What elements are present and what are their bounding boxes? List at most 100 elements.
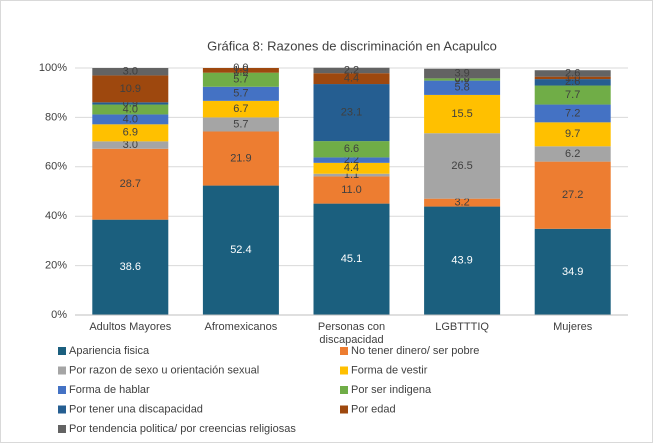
legend-swatch xyxy=(340,347,348,355)
bar-segment xyxy=(424,94,501,134)
data-label: 7.2 xyxy=(565,107,580,119)
bar-segment xyxy=(313,141,390,158)
bar-segment xyxy=(534,146,611,162)
data-label: 4.0 xyxy=(123,103,138,115)
data-label: 3.2 xyxy=(454,197,469,209)
bar-segment xyxy=(424,78,501,81)
bar-segment xyxy=(313,203,390,315)
data-label: 52.4 xyxy=(230,244,251,256)
bar-segment xyxy=(92,104,169,115)
data-label: 43.9 xyxy=(451,255,472,267)
data-label: 2.6 xyxy=(565,67,580,79)
x-tick-label: Afromexicanos xyxy=(204,321,278,333)
data-label: 45.1 xyxy=(341,253,362,265)
x-tick-label: Personas con discapacidad xyxy=(317,321,386,346)
bar-segment xyxy=(202,100,279,118)
data-label: 2.6 xyxy=(565,76,580,88)
bar-segment xyxy=(202,68,279,73)
data-label: 21.9 xyxy=(230,152,251,164)
bar-segment xyxy=(534,85,611,105)
y-tick-label: 80% xyxy=(45,111,67,123)
legend-label: Por ser indigena xyxy=(351,384,432,396)
y-tick-label: 60% xyxy=(45,161,67,173)
data-label: 38.6 xyxy=(120,261,141,273)
bar-segment xyxy=(534,76,611,80)
data-label: 0.0 xyxy=(233,62,248,74)
x-tick-label: Mujeres xyxy=(553,321,593,333)
legend-label: Por edad xyxy=(351,403,396,415)
data-label: 1.9 xyxy=(233,64,248,76)
data-label: 4.4 xyxy=(344,73,359,85)
bar-segment xyxy=(313,162,390,174)
data-label: 27.2 xyxy=(562,189,583,201)
data-label: 5.8 xyxy=(454,82,469,94)
legend-label: Por razon de sexo u orientación sexual xyxy=(69,364,259,376)
bar-segment xyxy=(92,148,169,220)
data-label: 5.7 xyxy=(233,88,248,100)
bar-segment xyxy=(313,84,390,142)
legend-label: Forma de vestir xyxy=(351,364,428,376)
bar-segment xyxy=(534,228,611,315)
bar-segment xyxy=(92,141,169,149)
bar-segment xyxy=(534,122,611,147)
bar-segment xyxy=(92,219,169,315)
data-label: 3.0 xyxy=(123,139,138,151)
legend-swatch xyxy=(340,366,348,375)
legend-label: Apariencia fisica xyxy=(69,345,150,357)
bar-segment xyxy=(534,104,611,123)
data-label: 3.9 xyxy=(454,67,469,79)
bar-segment xyxy=(313,67,390,74)
legend-swatch xyxy=(340,386,348,394)
bar-segment xyxy=(92,124,169,142)
data-label: 4.0 xyxy=(123,113,138,125)
data-label: 4.4 xyxy=(344,162,359,174)
data-label: 5.7 xyxy=(233,118,248,130)
data-label: 6.6 xyxy=(344,143,359,155)
y-tick-label: 40% xyxy=(45,210,67,222)
data-label: 23.1 xyxy=(341,106,362,118)
data-label: 28.7 xyxy=(120,178,141,190)
legend-swatch xyxy=(340,405,348,414)
legend-swatch xyxy=(58,405,66,414)
bar-segment xyxy=(202,185,279,315)
data-label: 7.7 xyxy=(565,89,580,101)
bar-segment xyxy=(313,73,390,85)
bar-segment xyxy=(202,131,279,186)
bar-segment xyxy=(424,80,501,95)
y-tick-label: 100% xyxy=(39,62,67,74)
bar-segment xyxy=(92,68,169,76)
legend-label: Forma de hablar xyxy=(69,384,150,396)
legend-label: Por tendencia politica/ por creencias re… xyxy=(69,423,296,435)
bar-segment xyxy=(534,161,611,229)
data-label: 15.5 xyxy=(451,108,472,120)
x-tick-label: LGBTTTIQ xyxy=(435,321,489,333)
bar-segment xyxy=(534,70,611,77)
legend-label: Por tener una discapacidad xyxy=(69,403,203,415)
chart-title: Gráfica 8: Razones de discriminación en … xyxy=(207,38,497,53)
legend-swatch xyxy=(58,386,66,394)
data-label: 6.2 xyxy=(565,148,580,160)
data-label: 26.5 xyxy=(451,160,472,172)
data-label: 6.7 xyxy=(233,103,248,115)
y-tick-label: 20% xyxy=(45,260,67,272)
data-label: 6.9 xyxy=(123,127,138,139)
bar-segment xyxy=(313,173,390,177)
bar-segment xyxy=(92,102,169,105)
data-label: 9.7 xyxy=(565,128,580,140)
data-label: 2.2 xyxy=(344,64,359,76)
data-label: 5.7 xyxy=(233,74,248,86)
data-label: 11.0 xyxy=(341,184,362,196)
bar-segment xyxy=(424,198,501,207)
bar-segment xyxy=(202,86,279,101)
bar-segment xyxy=(313,157,390,163)
legend-swatch xyxy=(58,347,66,355)
legend-swatch xyxy=(58,425,66,433)
bar-segment xyxy=(534,79,611,86)
bar-segment xyxy=(424,133,501,199)
legend-label: No tener dinero/ ser pobre xyxy=(351,345,479,357)
data-label: 3.0 xyxy=(123,66,138,78)
data-label: 10.9 xyxy=(120,83,141,95)
x-tick-label: Adultos Mayores xyxy=(89,321,172,333)
legend-swatch xyxy=(58,366,66,375)
